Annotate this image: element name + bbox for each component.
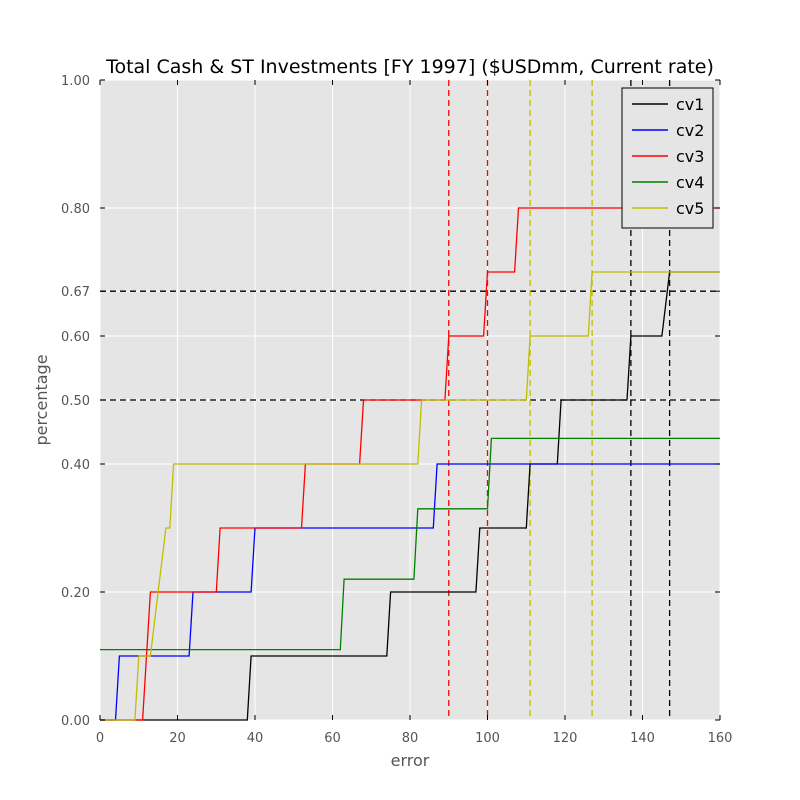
series-line-cv5 [100,271,720,721]
chart-title: Total Cash & ST Investments [FY 1997] ($… [105,56,714,78]
y-axis-label: percentage [32,354,51,445]
x-tick-label: 120 [553,731,578,746]
x-tick-label: 40 [247,731,264,746]
legend-label-cv3: cv3 [676,147,704,166]
y-tick-label: 0.80 [61,202,90,217]
x-tick-label: 100 [475,731,500,746]
y-tick-label: 0.00 [61,714,90,729]
x-tick-label: 140 [630,731,655,746]
series-line-cv3 [100,207,720,721]
legend-label-cv5: cv5 [676,199,704,218]
y-tick-label: 0.67 [61,285,90,300]
series-line-cv1 [100,271,720,721]
legend: cv1 cv2 cv3 cv4 cv5 [621,87,714,229]
x-tick-label: 60 [324,731,341,746]
x-tick-label: 20 [169,731,186,746]
y-tick-label: 0.20 [61,586,90,601]
y-tick-label: 0.50 [61,394,90,409]
y-tick-label: 0.40 [61,458,90,473]
x-tick-label: 0 [96,731,104,746]
y-tick-label: 0.60 [61,330,90,345]
axis-ticks: 0 20 40 60 80 100 120 140 160 0.00 0.20 0.40 0.50 0.6… [61,74,732,746]
series-lines [100,207,720,721]
series-line-cv4 [100,437,720,651]
y-tick-label: 1.00 [61,74,90,89]
legend-label-cv4: cv4 [676,173,704,192]
legend-box [621,87,714,229]
legend-label-cv2: cv2 [676,121,704,140]
series-line-cv2 [100,463,720,721]
x-tick-label: 160 [708,731,733,746]
legend-label-cv1: cv1 [676,95,704,114]
x-axis-label: error [391,751,430,770]
x-tick-label: 80 [402,731,419,746]
